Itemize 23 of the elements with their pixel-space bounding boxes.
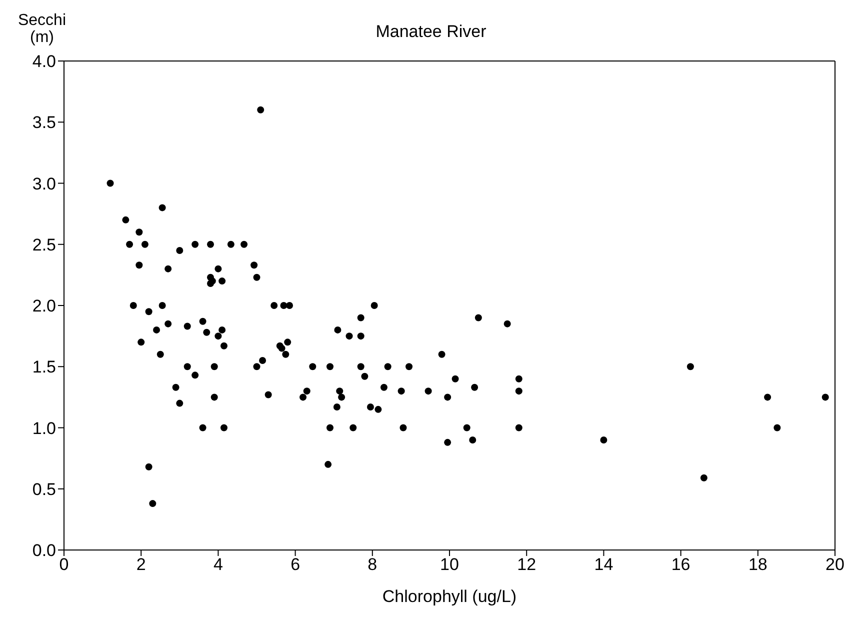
x-tick-label: 16 [671, 555, 690, 574]
y-tick-label: 3.0 [32, 174, 56, 194]
chart-title: Manatee River [376, 22, 486, 41]
y-tick-label: 4.0 [32, 52, 56, 72]
x-axis-title: Chlorophyll (ug/L) [382, 587, 517, 606]
x-tick-label: 0 [59, 555, 69, 574]
y-tick-label: 1.5 [32, 358, 56, 377]
y-tick-label: 0.5 [32, 480, 56, 499]
x-tick-label: 10 [440, 555, 459, 574]
x-tick-label: 18 [748, 555, 768, 574]
x-tick-label: 8 [368, 555, 378, 574]
x-tick-label: 2 [136, 555, 146, 574]
x-tick-label: 14 [594, 555, 614, 574]
y-axis-title: Secchi (m) [16, 12, 68, 46]
x-tick-label: 12 [517, 555, 536, 574]
x-tick-label: 4 [213, 555, 223, 574]
x-tick-label: 6 [290, 555, 300, 574]
x-tick-label: 20 [826, 555, 844, 574]
y-tick-label: 0.0 [32, 541, 56, 560]
y-tick-label: 3.5 [32, 113, 56, 132]
y-tick-label: 2.5 [32, 235, 56, 254]
y-tick-label: 2.0 [32, 296, 56, 316]
y-tick-label: 1.0 [32, 418, 56, 438]
